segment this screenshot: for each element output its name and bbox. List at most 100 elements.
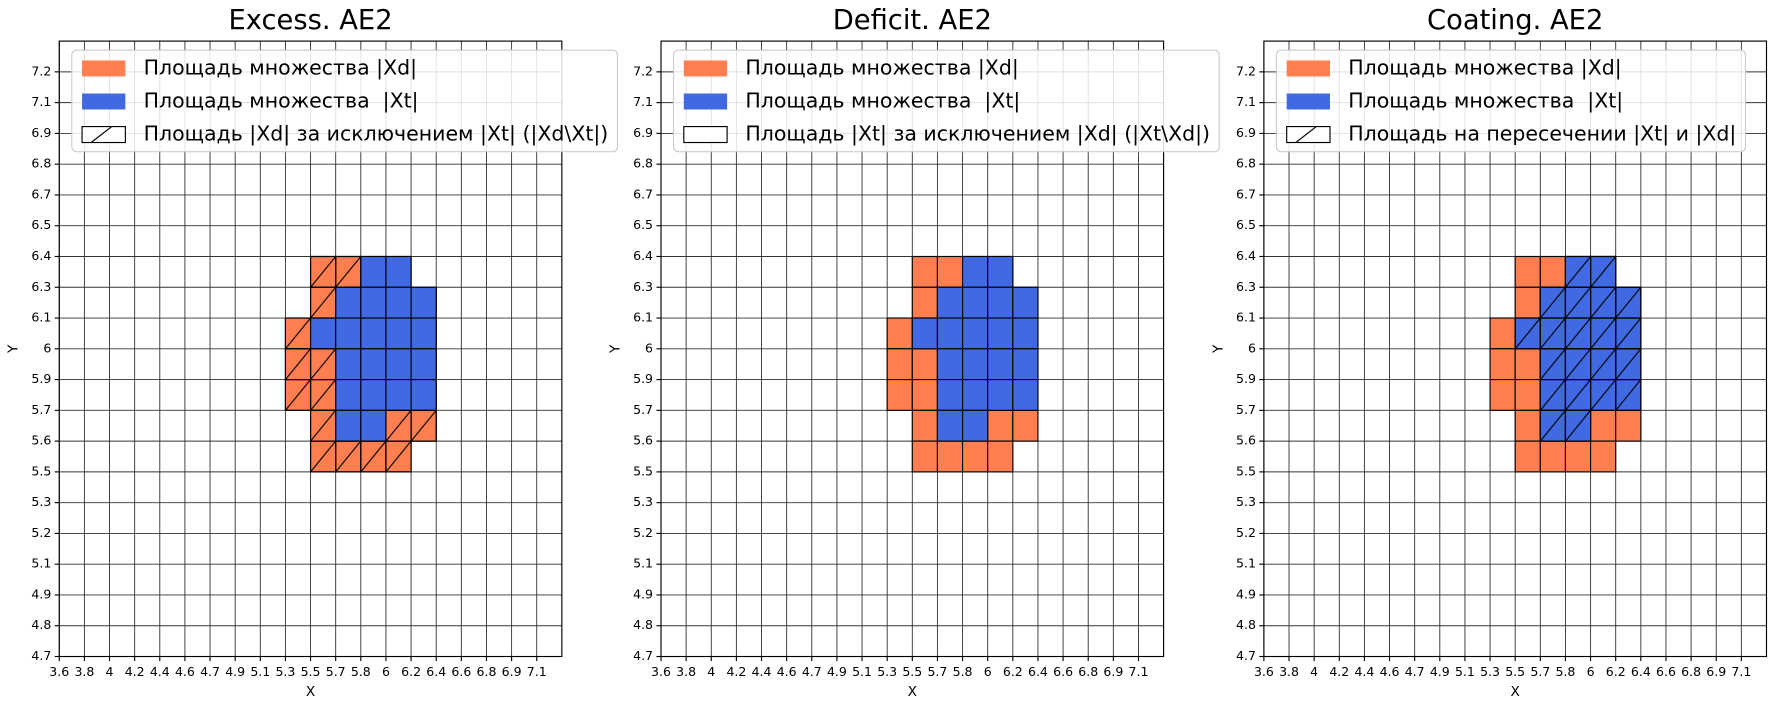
cell xyxy=(886,317,913,350)
x-axis-label: X xyxy=(306,684,315,700)
legend-swatch xyxy=(683,93,728,110)
x-tick-label: 6.2 xyxy=(1003,664,1023,679)
x-tick-label: 5.3 xyxy=(275,664,295,679)
y-tick-label: 5.7 xyxy=(633,402,653,417)
hatched-cell xyxy=(1590,317,1617,350)
cell xyxy=(987,440,1014,473)
x-tick-label: 4 xyxy=(707,664,715,679)
legend-label: Площадь множества |Xt| xyxy=(1348,88,1623,113)
x-tick-label: 6.9 xyxy=(1103,664,1123,679)
y-tick-label: 6 xyxy=(1248,340,1256,355)
axes-frame xyxy=(1263,40,1768,658)
x-tick-label: 3.6 xyxy=(49,664,69,679)
x-tick-label: 5.5 xyxy=(1505,664,1525,679)
cell xyxy=(936,409,964,442)
x-tick-label: 4 xyxy=(1310,664,1318,679)
cell xyxy=(335,348,362,381)
cell xyxy=(335,317,362,350)
legend-label: Площадь множества |Xd| xyxy=(144,55,417,80)
cell xyxy=(987,255,1014,288)
cell xyxy=(335,379,362,411)
cell xyxy=(1489,379,1516,411)
y-tick-label: 4.7 xyxy=(31,648,51,663)
cell xyxy=(911,348,939,381)
x-tick-label: 4.6 xyxy=(1380,664,1400,679)
y-tick-label: 6.1 xyxy=(633,310,653,325)
cell xyxy=(936,440,964,473)
x-tick-label: 3.6 xyxy=(651,664,671,679)
y-tick-label: 4.8 xyxy=(633,617,653,632)
chart-title: Excess. AE2 xyxy=(229,5,393,36)
y-tick-label: 5.7 xyxy=(1236,402,1256,417)
x-tick-label: 7.1 xyxy=(1129,664,1149,679)
hatched-cell xyxy=(309,379,337,411)
y-tick-label: 5.1 xyxy=(1236,556,1256,571)
cell xyxy=(1590,409,1617,442)
x-tick-label: 5.8 xyxy=(953,664,973,679)
x-tick-label: 4.7 xyxy=(200,664,220,679)
cell xyxy=(410,348,437,381)
x-tick-label: 6.8 xyxy=(1078,664,1098,679)
y-tick-label: 6.9 xyxy=(633,125,653,140)
x-tick-label: 6.4 xyxy=(426,664,446,679)
y-tick-label: 6.1 xyxy=(31,310,51,325)
hatched-cell xyxy=(360,440,387,473)
y-tick-label: 5.9 xyxy=(1236,371,1256,386)
cell xyxy=(1539,440,1567,473)
cell xyxy=(410,317,437,350)
cell xyxy=(1012,379,1039,411)
legend-swatch xyxy=(82,93,126,110)
x-tick-label: 6.2 xyxy=(1606,664,1626,679)
y-tick-label: 4.9 xyxy=(31,586,51,601)
hatched-cell xyxy=(1564,255,1592,288)
x-axis-label: X xyxy=(908,684,917,700)
x-tick-label: 6.6 xyxy=(451,664,471,679)
y-axis-label: Y xyxy=(1210,344,1226,354)
x-tick-label: 4.2 xyxy=(726,664,746,679)
y-tick-label: 5.2 xyxy=(31,525,51,540)
cell xyxy=(1012,286,1039,319)
cell xyxy=(335,409,362,442)
x-tick-label: 3.8 xyxy=(74,664,94,679)
x-tick-label: 5.8 xyxy=(1555,664,1575,679)
y-tick-label: 6.7 xyxy=(1236,186,1256,201)
cell xyxy=(987,286,1014,319)
cell xyxy=(385,379,412,411)
hatched-cell xyxy=(1564,317,1592,350)
cell xyxy=(936,255,964,288)
y-tick-label: 5.3 xyxy=(31,494,51,509)
legend-swatch xyxy=(683,60,728,77)
cell xyxy=(360,255,387,288)
cell xyxy=(1012,409,1039,442)
cell xyxy=(936,317,964,350)
hatched-cell xyxy=(335,255,362,288)
cell xyxy=(961,348,989,381)
cell xyxy=(936,286,964,319)
cell xyxy=(1012,348,1039,381)
x-tick-label: 5.3 xyxy=(1480,664,1500,679)
cell xyxy=(961,409,989,442)
x-tick-label: 4.9 xyxy=(827,664,847,679)
x-tick-label: 5.5 xyxy=(301,664,321,679)
y-tick-label: 7.1 xyxy=(1236,94,1256,109)
y-tick-label: 5.2 xyxy=(633,525,653,540)
legend-swatch xyxy=(1286,125,1331,144)
cell xyxy=(961,440,989,473)
cell xyxy=(961,286,989,319)
y-tick-label: 4.8 xyxy=(1236,617,1256,632)
x-tick-label: 4.7 xyxy=(802,664,822,679)
y-tick-label: 5.5 xyxy=(1236,463,1256,478)
cell xyxy=(987,348,1014,381)
x-tick-label: 4 xyxy=(106,664,114,679)
x-tick-label: 7.1 xyxy=(527,664,547,679)
y-tick-label: 4.7 xyxy=(633,648,653,663)
x-tick-label: 6 xyxy=(382,664,390,679)
x-tick-label: 6 xyxy=(1587,664,1595,679)
x-tick-label: 5.8 xyxy=(351,664,371,679)
cell xyxy=(1012,317,1039,350)
y-tick-label: 5.1 xyxy=(633,556,653,571)
hatched-cell xyxy=(1615,317,1642,350)
hatched-cell xyxy=(309,409,337,442)
y-axis-label: Y xyxy=(6,344,22,354)
